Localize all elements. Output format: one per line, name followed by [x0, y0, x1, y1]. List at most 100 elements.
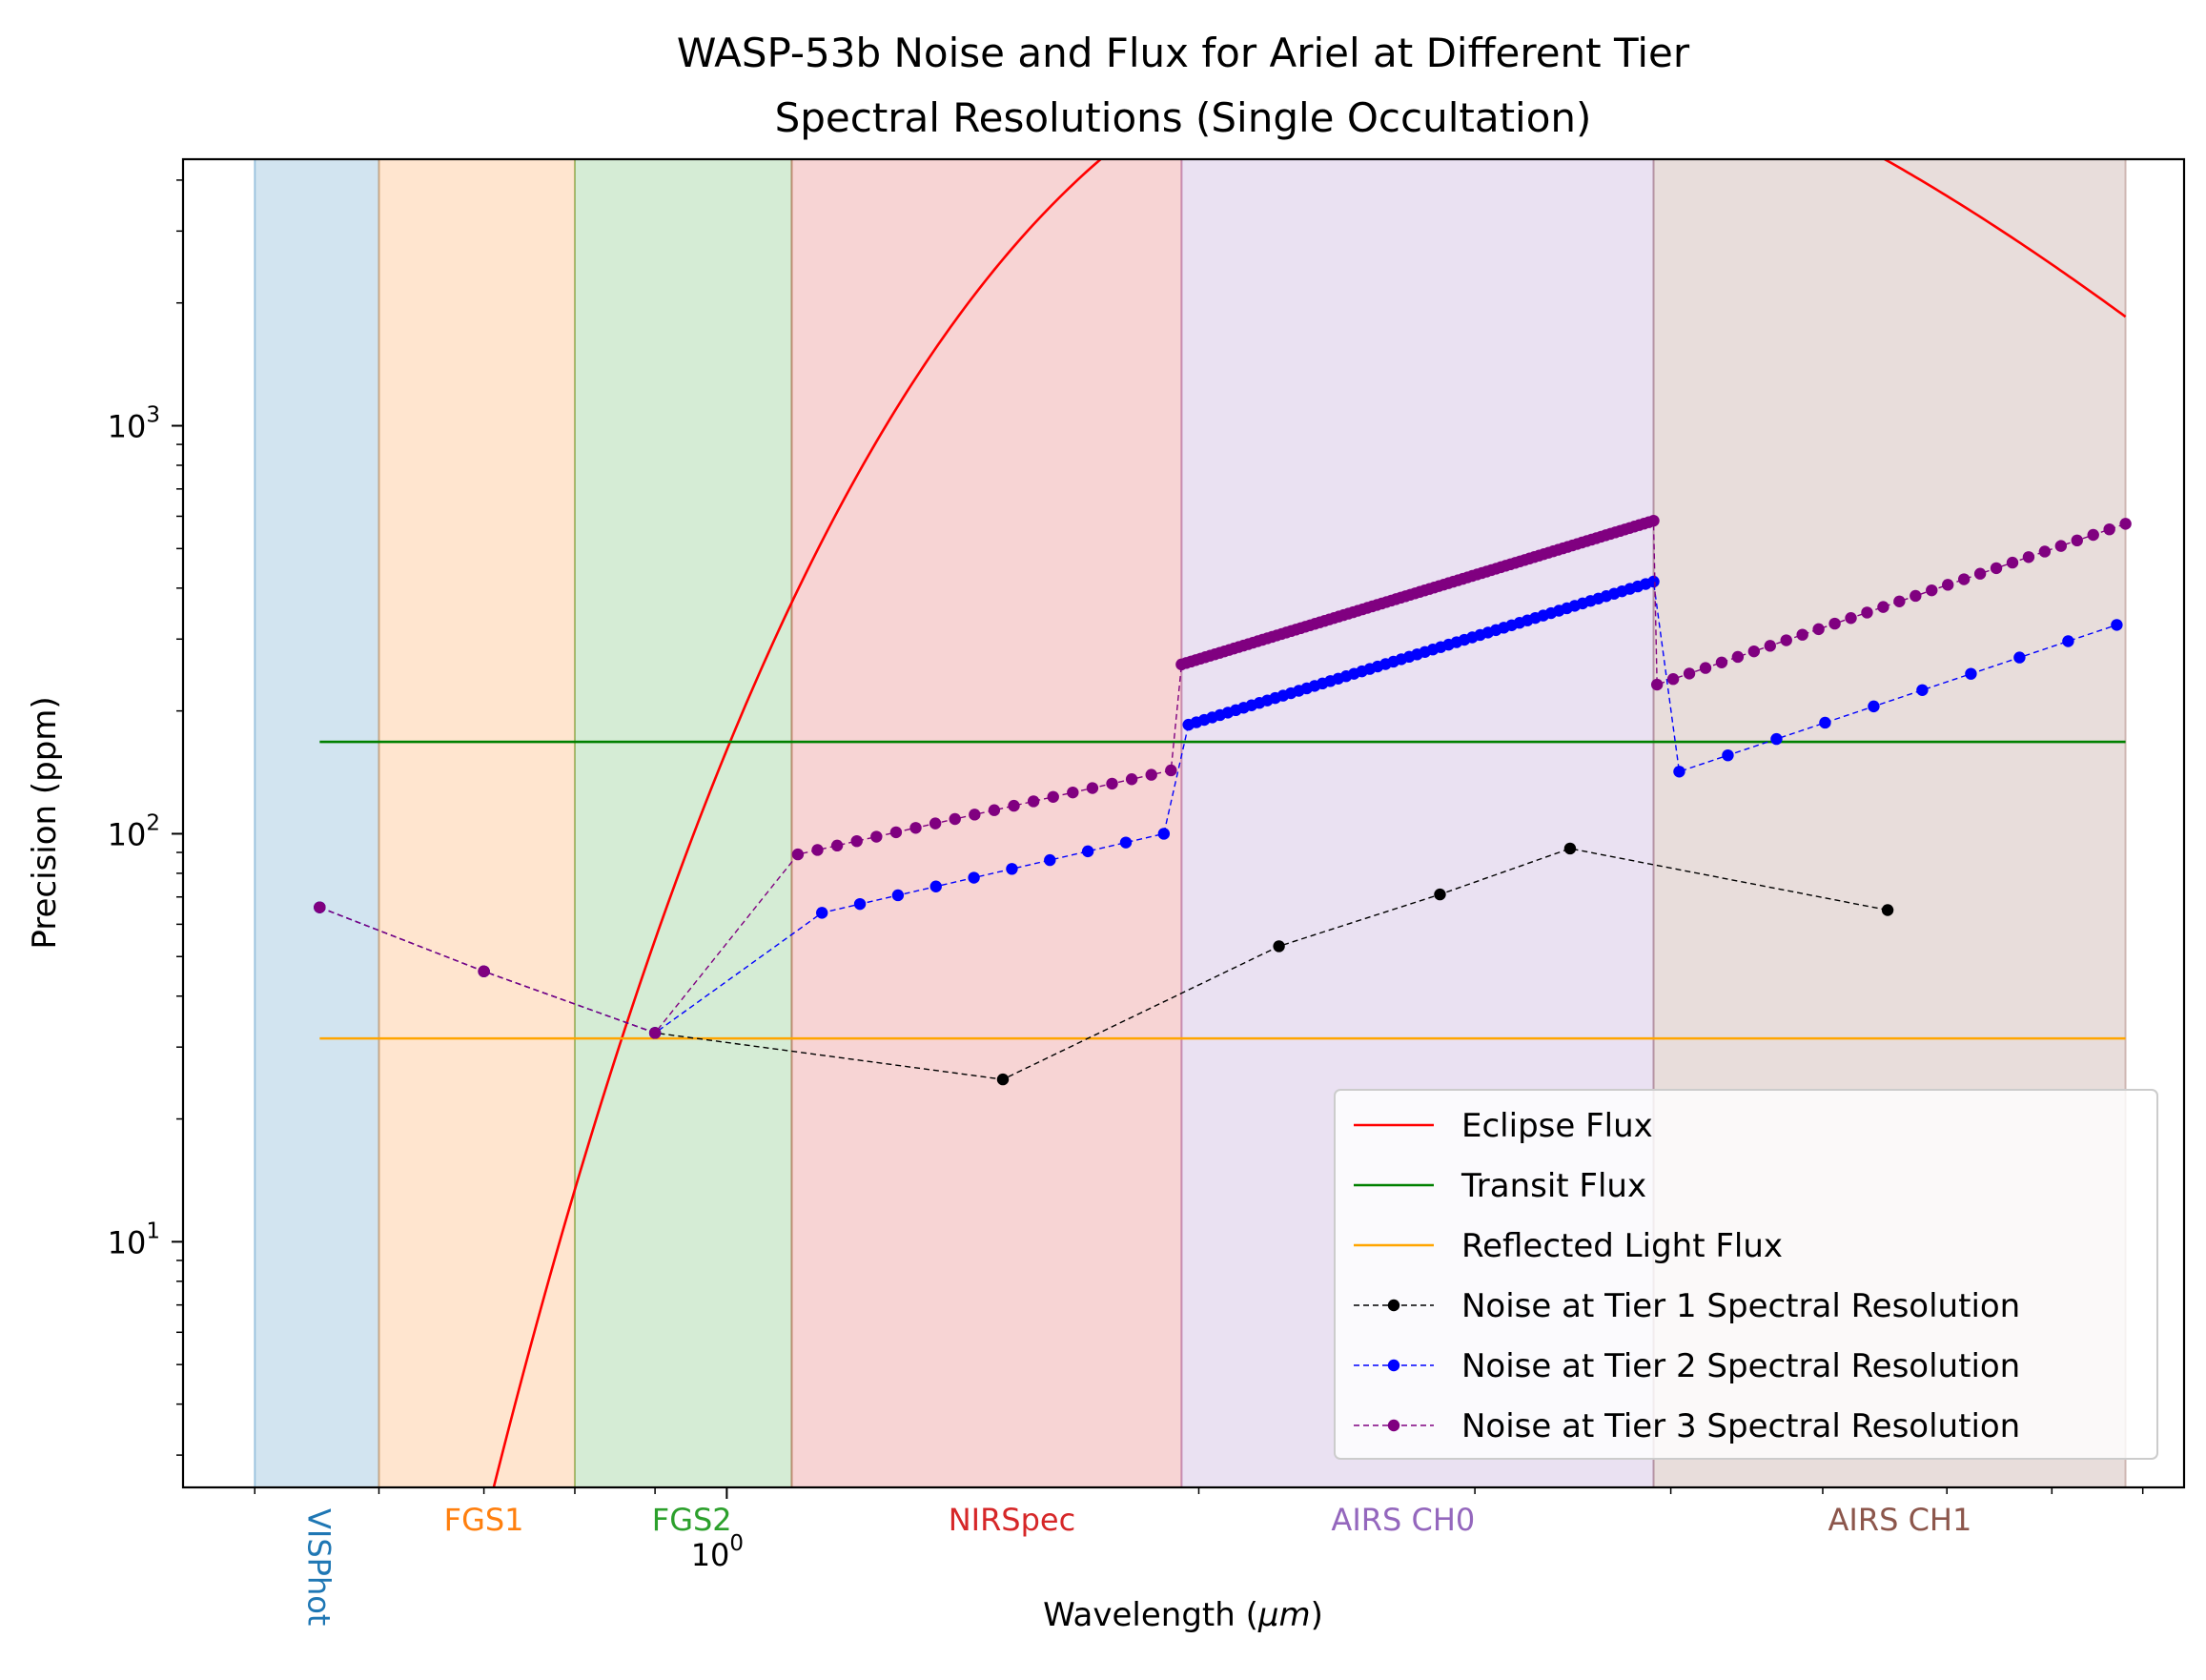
band-nirspec — [790, 158, 1183, 1488]
noise-tier-3-point — [1764, 640, 1776, 652]
legend-swatch-marker — [1387, 1299, 1400, 1312]
legend-entry-1: Eclipse Flux — [1354, 1107, 1653, 1145]
legend-label: Noise at Tier 3 Spectral Resolution — [1461, 1407, 2020, 1445]
noise-tier-2-point — [1868, 700, 1880, 713]
noise-tier-3-point — [969, 809, 981, 821]
noise-tier-3-point — [1047, 790, 1059, 804]
noise-tier-3-point — [1165, 764, 1177, 777]
noise-tier-3-point — [2054, 540, 2068, 552]
noise-tier-3-series — [314, 514, 2132, 1039]
noise-tier-2-point — [1044, 853, 1056, 867]
x-axis-label-suffix: ) — [1311, 1596, 1323, 1634]
noise-tier-2-point — [1157, 828, 1171, 840]
noise-tier-3-point — [1008, 799, 1020, 812]
noise-tier-3-point — [1125, 773, 1138, 786]
noise-tier-2-point — [1081, 845, 1094, 858]
noise-tier-3-point — [1683, 667, 1696, 680]
noise-tier-3-point — [1086, 782, 1099, 794]
band-fgs2 — [573, 158, 793, 1488]
noise-tier-3-point — [1973, 567, 1987, 580]
noise-tier-1-point — [1273, 940, 1285, 953]
noise-tier-2-point — [1673, 766, 1685, 778]
chart-title-line-1: WASP-53b Noise and Flux for Ariel at Dif… — [677, 30, 1690, 76]
noise-tier-3-point — [1027, 795, 1040, 808]
y-tick-label: 103 — [108, 403, 160, 445]
noise-tier-3-point — [1747, 645, 1761, 658]
noise-tier-1-line — [319, 848, 1889, 1080]
chart-lines — [314, 159, 2132, 1487]
legend-label: Noise at Tier 1 Spectral Resolution — [1461, 1287, 2020, 1325]
noise-tier-2-point — [1647, 575, 1660, 588]
noise-tier-3-point — [1828, 617, 1841, 630]
noise-tier-3-point — [2038, 545, 2052, 558]
band-label-airs-ch1: AIRS CH1 — [1828, 1502, 1972, 1538]
noise-tier-3-point — [2119, 518, 2132, 530]
noise-tier-3-point — [1666, 673, 1680, 686]
y-tick-exp: 3 — [146, 403, 160, 428]
noise-tier-3-point — [1715, 656, 1728, 668]
noise-tier-3-point — [811, 844, 824, 856]
noise-tier-2-point — [1916, 684, 1929, 696]
noise-tier-3-point — [1845, 612, 1857, 625]
noise-tier-3-point — [2103, 522, 2115, 536]
band-fgs1 — [378, 158, 576, 1488]
noise-tier-3-point — [870, 830, 883, 843]
noise-tier-2-point — [2062, 635, 2074, 647]
noise-tier-3-point — [1926, 584, 1938, 597]
noise-tier-2-point — [1965, 667, 1977, 680]
y-tick-base: 10 — [108, 409, 147, 445]
noise-tier-3-point — [1647, 514, 1660, 527]
band-visphot — [254, 158, 380, 1488]
noise-tier-3-point — [1145, 768, 1157, 781]
noise-tier-1-point — [996, 1073, 1010, 1086]
y-tick-label: 102 — [108, 810, 160, 852]
legend-label: Eclipse Flux — [1461, 1107, 1653, 1145]
legend-box — [1334, 1089, 2158, 1460]
y-tick-label: 101 — [108, 1219, 160, 1260]
noise-tier-3-point — [1067, 786, 1079, 799]
noise-tier-3-point — [1780, 634, 1792, 646]
noise-tier-2-point — [891, 889, 905, 902]
noise-tier-3-point — [478, 965, 490, 977]
legend-entries: Eclipse Flux Transit Flux Reflected Light … — [1354, 1107, 2020, 1445]
noise-tier-3-point — [1910, 589, 1922, 603]
legend-entry-3: Reflected Light Flux — [1354, 1227, 1783, 1265]
legend-entry-2: Transit Flux — [1354, 1167, 1646, 1205]
chart-axes — [181, 157, 2186, 1489]
band-label-airs-ch0: AIRS CH0 — [1331, 1502, 1475, 1538]
y-tick-exp: 1 — [146, 1219, 160, 1243]
y-tick-base: 10 — [108, 1224, 147, 1260]
x-tick-base: 10 — [691, 1537, 730, 1573]
legend-label: Noise at Tier 2 Spectral Resolution — [1461, 1347, 2020, 1385]
legend-label: Reflected Light Flux — [1461, 1227, 1783, 1265]
noise-tier-3-point — [1796, 628, 1808, 641]
legend-label: Transit Flux — [1460, 1167, 1646, 1205]
noise-tier-2-point — [2013, 651, 2026, 664]
legend-swatch-marker — [1387, 1359, 1400, 1372]
noise-tier-2-point — [1722, 748, 1734, 762]
legend-entry-5: Noise at Tier 2 Spectral Resolution — [1354, 1347, 2020, 1385]
noise-tier-3-point — [1699, 662, 1712, 674]
x-tick-label: 100 — [691, 1531, 744, 1573]
noise-tier-3-point — [1812, 623, 1825, 636]
noise-tier-3-point — [929, 817, 942, 830]
noise-tier-2-point — [2111, 619, 2123, 631]
noise-tier-3-point — [2006, 556, 2019, 569]
axis-ticks: VISPhot FGS1 FGS2 NIRSpec AIRS CH0 AIRS CH110… — [108, 179, 2144, 1626]
legend-entry-4: Noise at Tier 1 Spectral Resolution — [1354, 1287, 2020, 1325]
noise-tier-2-point — [815, 907, 828, 919]
noise-tier-3-point — [909, 822, 922, 834]
noise-tier-3-point — [1861, 606, 1873, 619]
x-tick-exp: 0 — [729, 1531, 744, 1556]
noise-tier-3-point — [889, 826, 903, 839]
noise-tier-3-point — [1106, 777, 1118, 790]
y-axis-label: Precision (ppm) — [26, 696, 64, 949]
x-axis-label-prefix: Wavelength ( — [1043, 1596, 1258, 1634]
noise-tier-3-point — [1877, 601, 1889, 613]
plot-frame — [181, 157, 2186, 1489]
eclipse-flux-line — [492, 159, 2127, 1487]
noise-tier-2-point — [853, 897, 867, 911]
noise-tier-3-point — [2022, 551, 2035, 563]
y-tick-base: 10 — [108, 816, 147, 852]
